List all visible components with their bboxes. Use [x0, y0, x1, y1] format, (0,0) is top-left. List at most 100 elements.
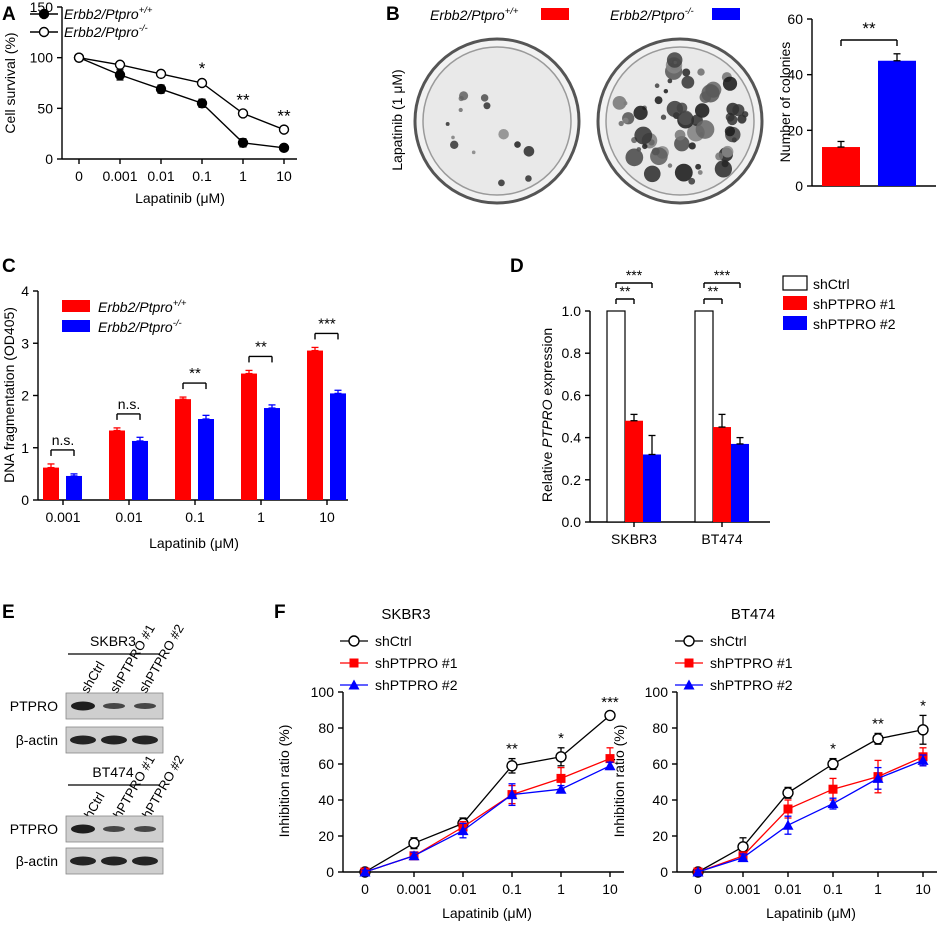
- panel-f-bt474-legend-label: shPTPRO #1: [710, 655, 793, 671]
- panel-f-bt474-data-point: [782, 787, 794, 799]
- panel-c-legend-swatch: [62, 300, 90, 312]
- panel-c-x-tick-label: 0.1: [185, 509, 205, 525]
- panel-c-legend-label-sup: +/+: [173, 298, 187, 309]
- panel-c-y-tick-label: 2: [21, 388, 29, 404]
- panel-c-bar: [264, 408, 280, 500]
- panel-a-x-tick-label: 10: [276, 168, 292, 184]
- panel-c-significance: ***: [318, 315, 336, 332]
- panel-f-skbr3-data-point: [408, 837, 420, 849]
- colony: [660, 114, 667, 120]
- panel-a-data-point: [155, 83, 167, 95]
- panel-c-legend-swatch: [62, 320, 90, 332]
- panel-d-significance: ***: [626, 267, 643, 283]
- panel-c-bar: [241, 373, 257, 500]
- panel-a-legend-marker: [38, 8, 50, 20]
- panel-c-x-tick-label: 0.01: [115, 509, 142, 525]
- panel-e-band: [132, 735, 158, 745]
- colony: [625, 148, 644, 167]
- panel-a-legend-label-sup: +/+: [139, 5, 153, 16]
- panel-a-x-tick-label: 0.01: [147, 168, 174, 184]
- panel-b-y-label: Number of colonies: [777, 42, 793, 163]
- panel-a-legend-label: Erbb2/Ptpro+/+: [64, 5, 153, 22]
- panel-b-wt-swatch: [541, 8, 569, 20]
- colony: [498, 179, 505, 187]
- panel-d-y-tick-label: 0.4: [562, 430, 582, 446]
- colony: [525, 175, 532, 182]
- panel-f-skbr3-series-line: [364, 714, 611, 873]
- panel-e-row-label: β-actin: [16, 853, 58, 869]
- panel-c-bar: [109, 430, 125, 500]
- colony: [450, 140, 459, 149]
- panel-e-band: [101, 856, 127, 866]
- panel-a-data-point: [155, 68, 167, 80]
- panel-f-skbr3-data-point: [359, 866, 371, 877]
- panel-letter-e: E: [2, 602, 15, 623]
- panel-c-bar: [330, 393, 346, 500]
- colony: [682, 68, 691, 77]
- panel-e-band: [103, 826, 125, 832]
- panel-f-skbr3-y-tick-label: 40: [318, 792, 334, 808]
- panel-f-bt474-significance: **: [872, 715, 884, 732]
- panel-f-bt474-legend-marker: [683, 635, 695, 647]
- colony: [523, 145, 535, 157]
- panel-d-bar: [694, 310, 714, 523]
- panel-a-data-point: [237, 108, 249, 119]
- panel-f-bt474-x-tick-label: 0.1: [823, 881, 843, 897]
- colony: [642, 143, 648, 150]
- panel-a-x-tick-label: 0.1: [192, 168, 212, 184]
- panel-a-legend-label: Erbb2/Ptpro-/-: [64, 23, 148, 40]
- panel-d-y-label-gene: PTPRO: [539, 399, 555, 447]
- panel-a-significance: **: [277, 107, 291, 126]
- panel-d-bar: [713, 427, 731, 522]
- panel-b-y-tick-label: 0: [795, 178, 803, 194]
- colony: [721, 145, 734, 158]
- panel-a-legend-label-sup: -/-: [139, 23, 148, 34]
- panel-e-band: [70, 856, 96, 866]
- colony: [724, 126, 736, 137]
- colony: [480, 94, 489, 102]
- panel-letter-b: B: [386, 4, 400, 25]
- panel-f-bt474-data-point: [827, 798, 839, 809]
- panel-d-legend-swatch: [783, 296, 807, 310]
- panel-f-skbr3-x-tick-label: 10: [602, 881, 618, 897]
- panel-e-row-label: PTPRO: [10, 821, 58, 837]
- panel-f-bt474-y-tick-label: 100: [645, 684, 669, 700]
- panel-b-y-tick-label: 60: [787, 11, 803, 27]
- panel-d-x-tick-label: SKBR3: [611, 531, 657, 547]
- panel-c-significance: n.s.: [118, 396, 141, 412]
- panel-f-bt474-y-tick-label: 60: [652, 756, 668, 772]
- colony: [663, 88, 669, 94]
- panel-a-x-label: Lapatinib (μM): [135, 190, 225, 206]
- colony: [667, 163, 673, 168]
- panel-f-skbr3-data-point: [408, 850, 420, 861]
- panel-c-significance: **: [189, 365, 201, 382]
- panel-f-skbr3-data-point: [506, 789, 518, 800]
- panel-f-skbr3-data-point: [605, 754, 615, 764]
- colony: [451, 135, 455, 140]
- panel-f-bt474-data-point: [782, 819, 794, 830]
- colony: [727, 114, 738, 126]
- colony: [483, 102, 491, 110]
- panel-c-legend-label: Erbb2/Ptpro-/-: [98, 318, 182, 335]
- panel-a-series-line: [78, 57, 285, 149]
- colony: [695, 120, 715, 139]
- colony: [694, 103, 710, 118]
- panel-e-band: [71, 701, 95, 711]
- panel-c-bar: [43, 467, 59, 500]
- panel-f-bt474-data-point: [692, 866, 704, 877]
- panel-f-bt474-series-line: [697, 756, 924, 873]
- panel-a-x-tick-label: 1: [239, 168, 247, 184]
- panel-a-legend-label-name: Erbb2/Ptpro: [64, 24, 139, 40]
- panel-f-bt474-y-tick-label: 20: [652, 828, 668, 844]
- panel-f-skbr3-data-point: [506, 760, 518, 772]
- panel-b-y-tick-label: 20: [787, 122, 803, 138]
- panel-c-y-tick-label: 4: [21, 283, 29, 299]
- panel-b-label-ko-name: Erbb2/Ptpro: [610, 7, 685, 23]
- panel-d-significance: ***: [714, 267, 731, 283]
- panel-e-row-label: β-actin: [16, 732, 58, 748]
- panel-f-skbr3-legend-marker: [349, 658, 359, 668]
- panel-c-y-tick-label: 3: [21, 335, 29, 351]
- panel-a-y-tick-label: 50: [37, 100, 53, 116]
- panel-d-bar: [731, 443, 749, 522]
- panel-d-legend-swatch: [782, 275, 808, 291]
